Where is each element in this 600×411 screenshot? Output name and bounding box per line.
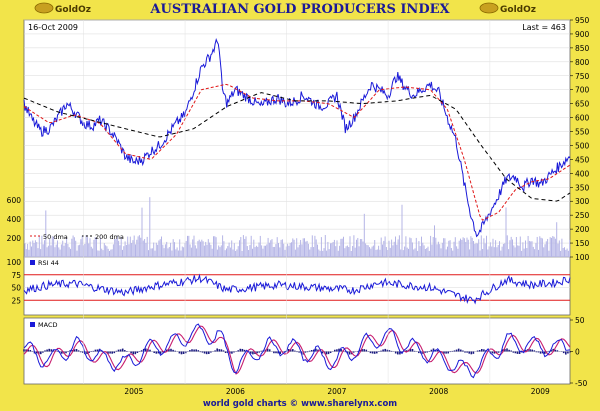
price-tick-label: 400 [575,169,590,178]
price-tick-label: 500 [575,141,590,150]
macd-swatch [30,322,35,327]
price-tick-label: 700 [575,86,590,95]
price-tick-label: 950 [575,16,590,25]
price-tick-label: 850 [575,44,590,53]
volume-tick-label: 400 [7,215,22,224]
price-tick-label: 750 [575,72,590,81]
rsi-tick-label: 25 [11,296,21,305]
macd-series-line [23,323,571,379]
header: GoldOz AUSTRALIAN GOLD PRODUCERS INDEX G… [34,2,536,17]
price-tick-label: 300 [575,197,590,206]
legend-ma50-label: 50 dma [43,233,68,241]
x-tick-label: 2005 [124,387,143,396]
volume-tick-label: 200 [7,234,22,243]
volume-axis-ticks: 200 400 600 [7,196,22,243]
rsi-label: RSI 44 [38,259,59,267]
rsi-swatch [30,260,35,265]
volume-tick-label: 600 [7,196,22,205]
footer-credit: world gold charts © www.sharelynx.com [203,399,397,409]
macd-tick-label: 50 [575,316,585,325]
price-tick-label: 450 [575,155,590,164]
logo-right: GoldOz [479,2,536,15]
legend-ma200-label: 200 dma [95,233,124,241]
price-tick-label: 200 [575,225,590,234]
price-tick-label: 350 [575,183,590,192]
rsi-series-line [23,273,571,305]
rsi-tick-label: 50 [11,284,21,293]
rsi-panel [23,256,571,316]
macd-axis-ticks: -50 0 50 [570,316,587,388]
rsi-tick-label: 100 [7,258,22,267]
macd-tick-label: -50 [575,379,587,388]
x-axis-ticks: 2005 2006 2007 2008 2009 [83,20,550,396]
price-tick-label: 900 [575,30,590,39]
last-value-label: Last = 463 [522,23,566,32]
ma200-line [23,92,571,202]
page-title: AUSTRALIAN GOLD PRODUCERS INDEX [149,2,450,17]
price-lines [23,37,571,238]
macd-tick-label: 0 [575,348,580,357]
price-tick-label: 150 [575,239,590,248]
macd-lines [23,323,571,379]
price-panel [23,19,571,258]
macd-label: MACD [38,321,57,329]
price-axis-ticks: 100 150 200 250 300 350 400 450 500 550 600 650 700 7… [570,16,590,262]
price-tick-label: 600 [575,114,590,123]
gold-bar-icon [479,2,499,14]
macd-signal-line [23,325,571,375]
price-tick-label: 800 [575,58,590,67]
x-tick-label: 2006 [226,387,245,396]
gold-bar-icon [34,2,54,14]
price-tick-label: 550 [575,128,590,137]
logo-right-text: GoldOz [500,5,536,15]
rsi-lines [23,273,571,305]
price-tick-label: 100 [575,253,590,262]
x-tick-label: 2008 [429,387,448,396]
x-tick-label: 2009 [531,387,550,396]
price-series-line [23,37,571,238]
rsi-tick-label: 75 [11,271,21,280]
price-tick-label: 250 [575,211,590,220]
date-label: 16-Oct 2009 [28,23,78,32]
x-tick-label: 2007 [327,387,346,396]
rsi-axis-ticks: 25 50 75 100 [7,258,22,305]
price-tick-label: 650 [575,100,590,109]
rsi-grid [24,274,570,301]
logo-left: GoldOz [34,2,91,15]
logo-left-text: GoldOz [55,5,91,15]
volume-bars [24,197,571,257]
